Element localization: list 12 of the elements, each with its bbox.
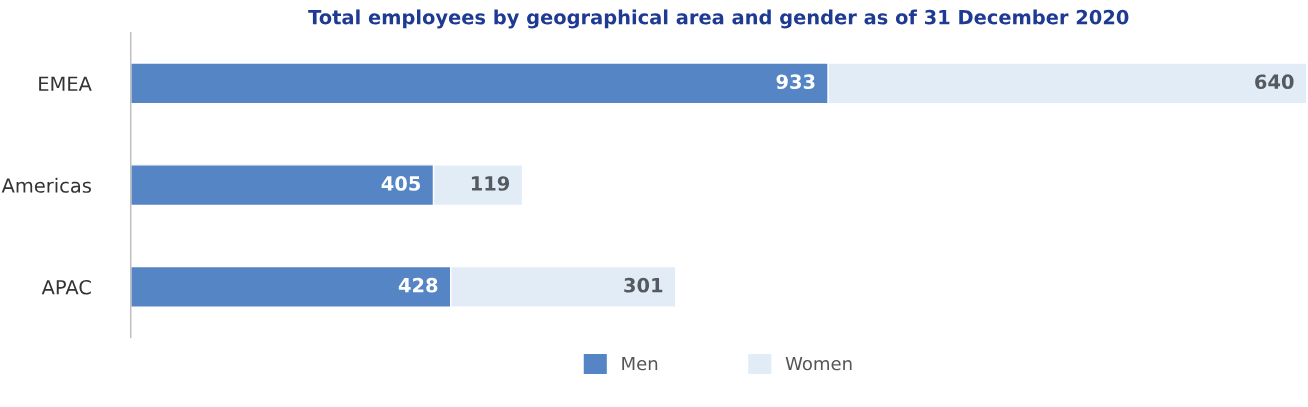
y-tick-label: Americas bbox=[1, 177, 91, 193]
data-label: 405 bbox=[381, 176, 421, 191]
data-label: 428 bbox=[398, 277, 438, 293]
data-label: 640 bbox=[1255, 74, 1294, 90]
y-tick-label: APAC bbox=[41, 279, 91, 295]
y-tick-label: EMEA bbox=[39, 76, 92, 91]
data-label: 119 bbox=[471, 176, 510, 191]
data-label: 933 bbox=[776, 74, 815, 90]
chart-title: Total employees by geographical area and gender as of 31 December 2020 bbox=[308, 9, 1129, 29]
legend-label: Men bbox=[622, 356, 658, 371]
legend-label: Women bbox=[785, 356, 852, 371]
data-label: 301 bbox=[624, 277, 663, 293]
